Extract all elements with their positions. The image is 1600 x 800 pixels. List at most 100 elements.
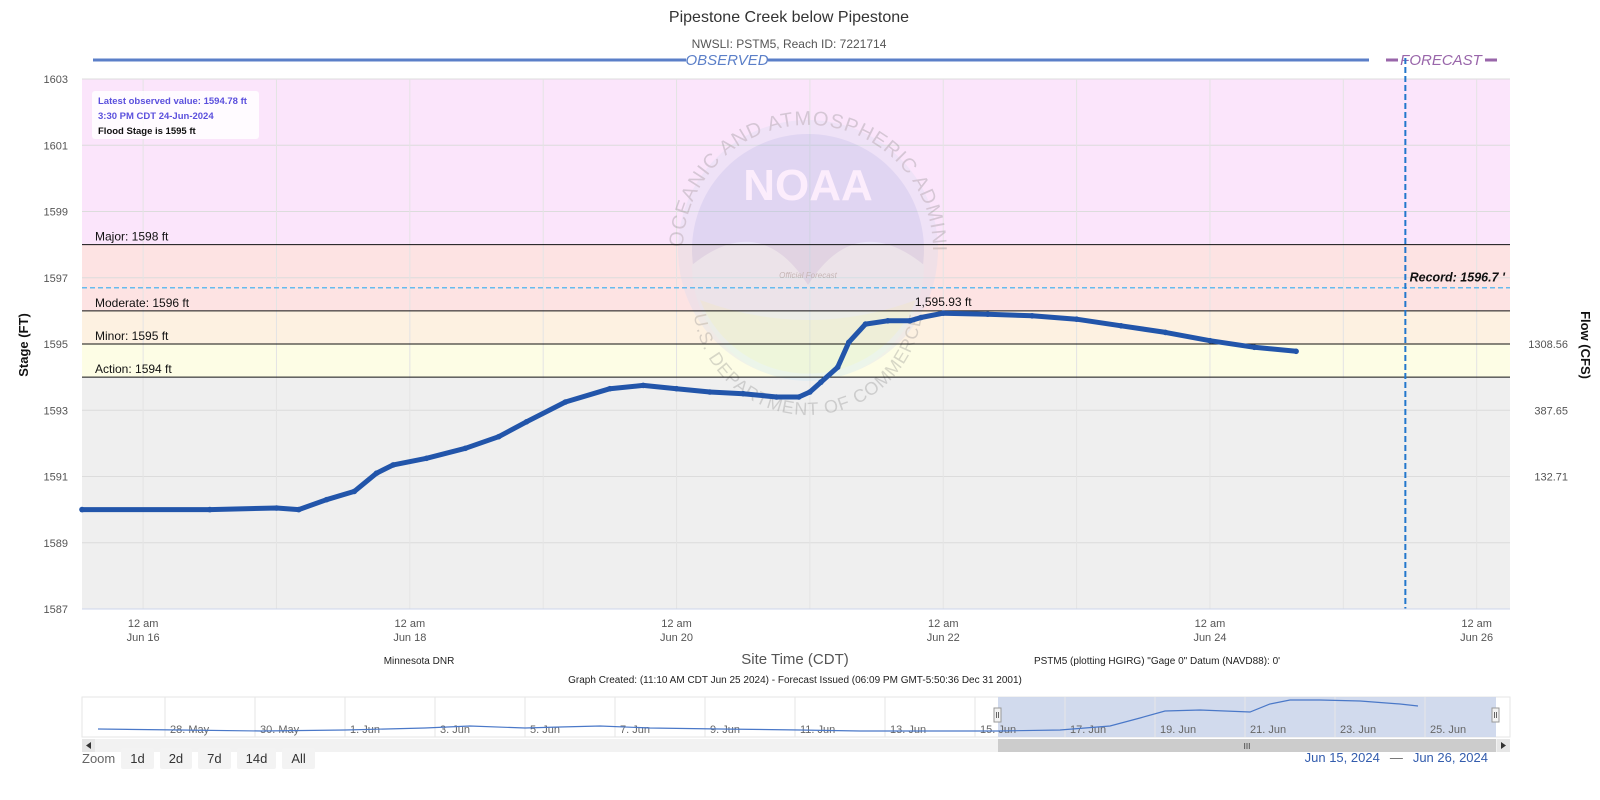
navigator-scroll-thumb[interactable] bbox=[998, 739, 1496, 752]
observed-series: 1,595.93 ft bbox=[79, 295, 1299, 513]
minor-band bbox=[82, 310, 1510, 344]
range-from-date[interactable]: Jun 15, 2024 bbox=[1304, 750, 1380, 765]
noaa-logo-text: NOAA bbox=[743, 161, 873, 210]
observed-point bbox=[323, 496, 330, 503]
y-tick-label: 1591 bbox=[44, 472, 68, 484]
x-axis-title: Site Time (CDT) bbox=[741, 651, 849, 668]
y-tick-label: 1587 bbox=[44, 604, 68, 616]
info-time: 3:30 PM CDT 24-Jun-2024 bbox=[98, 111, 214, 122]
x-tick-label: Jun 22 bbox=[927, 632, 960, 644]
observed-point bbox=[807, 389, 813, 395]
y-tick-label: 1595 bbox=[44, 339, 68, 351]
navigator-date-label: 13. Jun bbox=[890, 724, 926, 736]
x-tick-label: 12 am bbox=[128, 618, 159, 630]
y2-tick-label: 132.71 bbox=[1534, 472, 1568, 484]
zoom-2d-button[interactable]: 2d bbox=[159, 748, 193, 769]
observed-point bbox=[1207, 337, 1213, 344]
observed-header: OBSERVED bbox=[93, 52, 1369, 69]
navigator-date-label: 17. Jun bbox=[1070, 724, 1106, 736]
navigator-series-line bbox=[97, 699, 1419, 732]
datum-note: PSTM5 (plotting HGIRG) "Gage 0" Datum (N… bbox=[1034, 656, 1280, 667]
chart-title: Pipestone Creek below Pipestone bbox=[669, 9, 909, 26]
navigator-date-label: 9. Jun bbox=[710, 724, 740, 736]
zoom-controls: Zoom 1d 2d 7d 14d All bbox=[82, 748, 315, 769]
y2-tick-label: 1308.56 bbox=[1528, 339, 1568, 351]
x-tick-label: 12 am bbox=[661, 618, 692, 630]
range-to-date[interactable]: Jun 26, 2024 bbox=[1412, 750, 1488, 765]
x-tick-label: 12 am bbox=[1461, 618, 1492, 630]
navigator-date-label: 7. Jun bbox=[620, 724, 650, 736]
x-tick-label: 12 am bbox=[1195, 618, 1226, 630]
x-tick-label: 12 am bbox=[928, 618, 959, 630]
observed-point bbox=[740, 390, 746, 397]
observed-point bbox=[673, 385, 680, 392]
flood-stage-lines: Major: 1598 ft Moderate: 1596 ft Minor: 15… bbox=[82, 58, 1510, 609]
axes: 1587 1589 1591 1593 1595 1597 1599 1601 1603 1308… bbox=[44, 74, 1568, 644]
observed-point bbox=[818, 379, 824, 385]
observed-point bbox=[1162, 329, 1169, 336]
navigator-date-label: 21. Jun bbox=[1250, 724, 1286, 736]
zoom-label: Zoom bbox=[82, 751, 116, 766]
navigator-date-label: 19. Jun bbox=[1160, 724, 1196, 736]
observed-point bbox=[862, 321, 869, 327]
observed-point bbox=[607, 385, 613, 392]
observed-point bbox=[462, 445, 469, 452]
navigator-selection[interactable] bbox=[998, 697, 1496, 737]
observed-point bbox=[984, 311, 991, 318]
record-label: Record: 1596.7 ' bbox=[1410, 271, 1506, 285]
info-latest: Latest observed value: 1594.78 ft bbox=[98, 96, 248, 107]
zoom-1d-button[interactable]: 1d bbox=[121, 748, 154, 769]
navigator-scroll-left-button[interactable] bbox=[82, 739, 95, 752]
observed-point bbox=[884, 318, 891, 324]
observed-point bbox=[295, 506, 302, 513]
observed-point bbox=[207, 506, 213, 513]
zoom-7d-button[interactable]: 7d bbox=[198, 748, 231, 769]
x-tick-label: Jun 18 bbox=[393, 632, 426, 644]
range-dash: — bbox=[1389, 750, 1403, 765]
x-tick-label: Jun 16 bbox=[127, 632, 160, 644]
navigator-handle-left[interactable] bbox=[993, 707, 1002, 723]
y-tick-label: 1593 bbox=[44, 405, 68, 417]
y-tick-label: 1589 bbox=[44, 538, 68, 550]
observed-point bbox=[373, 470, 380, 477]
data-source: Minnesota DNR bbox=[384, 656, 455, 667]
x-tick-label: Jun 20 bbox=[660, 632, 693, 644]
observed-point bbox=[918, 314, 924, 321]
navigator[interactable]: 28. May 30. May 1. Jun 3. Jun 5. Jun 7. Jun 9.… bbox=[81, 696, 1511, 752]
observed-point bbox=[1029, 313, 1035, 319]
navigator-scroll-grip: III bbox=[1244, 742, 1251, 751]
y-axis-title: Stage (FT) bbox=[16, 313, 31, 377]
zoom-all-button[interactable]: All bbox=[282, 748, 315, 769]
navigator-grid: 28. May 30. May 1. Jun 3. Jun 5. Jun 7. Jun 9.… bbox=[164, 697, 1466, 737]
y2-tick-label: 387.65 bbox=[1534, 405, 1568, 417]
y2-axis-title: Flow (CFS) bbox=[1578, 311, 1593, 379]
observed-point bbox=[940, 310, 946, 317]
x-tick-label: Jun 24 bbox=[1193, 632, 1226, 644]
observed-point bbox=[390, 462, 397, 468]
observed-point bbox=[273, 505, 280, 511]
navigator-scroll-right-button[interactable] bbox=[1497, 739, 1510, 752]
zoom-14d-button[interactable]: 14d bbox=[236, 748, 277, 769]
info-flood-stage: Flood Stage is 1595 ft bbox=[98, 126, 196, 137]
observed-point bbox=[523, 419, 530, 425]
peak-label: 1,595.93 ft bbox=[915, 295, 972, 309]
observed-point bbox=[1073, 316, 1080, 323]
x-tick-label: Jun 26 bbox=[1460, 632, 1493, 644]
info-box: Latest observed value: 1594.78 ft 3:30 P… bbox=[92, 91, 259, 139]
navigator-handle-right[interactable] bbox=[1491, 707, 1500, 723]
date-range-display: Jun 15, 2024 — Jun 26, 2024 bbox=[1305, 750, 1488, 765]
x-tick-label: 12 am bbox=[395, 618, 426, 630]
navigator-date-label: 15. Jun bbox=[980, 724, 1016, 736]
observed-point bbox=[834, 364, 841, 371]
observed-point bbox=[707, 389, 713, 395]
y-tick-label: 1599 bbox=[44, 207, 68, 219]
observed-point bbox=[640, 382, 646, 389]
navigator-date-label: 23. Jun bbox=[1340, 724, 1376, 736]
observed-point bbox=[351, 488, 358, 495]
forecast-header: FORECAST bbox=[1386, 52, 1497, 69]
flood-label-moderate: Moderate: 1596 ft bbox=[95, 296, 190, 310]
navigator-date-label: 25. Jun bbox=[1430, 724, 1466, 736]
normal-band bbox=[82, 377, 1510, 609]
observed-point bbox=[1118, 323, 1124, 329]
